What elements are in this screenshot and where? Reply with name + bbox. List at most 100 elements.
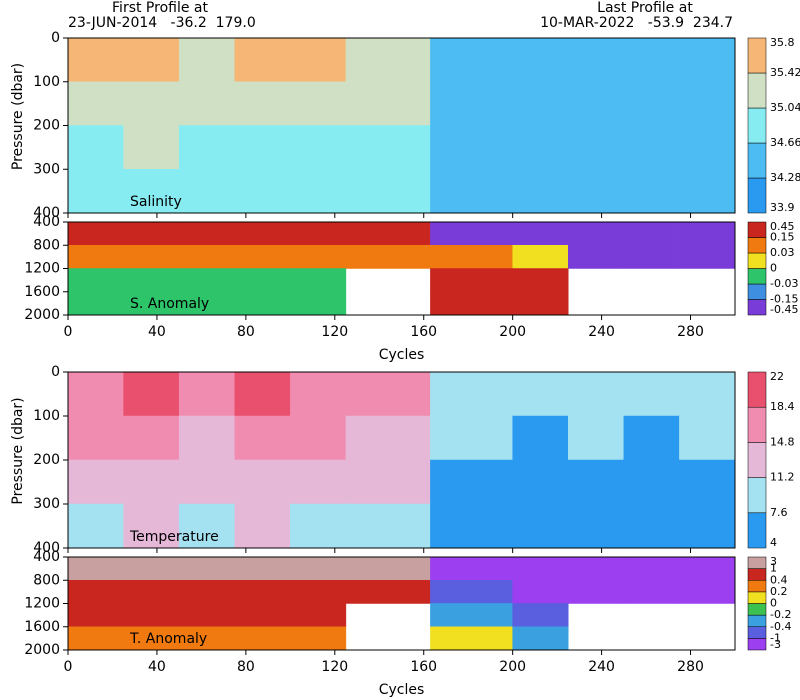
y-tick-label: 200 — [33, 118, 60, 134]
colorbar-label: -0.4 — [770, 620, 791, 633]
cell — [234, 580, 291, 604]
cell — [234, 415, 291, 461]
cell — [623, 245, 680, 269]
colorbar-label: 0.4 — [770, 573, 788, 586]
colorbar-label: -3 — [770, 638, 781, 651]
cell — [234, 503, 291, 549]
cell — [512, 556, 569, 581]
cell — [430, 169, 513, 214]
colorbar-band — [747, 580, 767, 593]
panel-label: Temperature — [129, 529, 219, 545]
cell — [290, 221, 347, 246]
cell — [290, 580, 347, 604]
cell — [290, 81, 347, 126]
cell — [67, 37, 124, 82]
cell — [67, 503, 124, 549]
cell — [123, 169, 180, 214]
y-tick-label: 300 — [33, 161, 60, 177]
cell — [512, 37, 569, 82]
cell — [679, 371, 736, 417]
colorbar-band — [747, 442, 767, 478]
cell — [123, 415, 180, 461]
cell — [512, 125, 569, 170]
last-value: 10-MAR-2022 -53.9 234.7 — [540, 15, 733, 31]
colorbar-label: 22 — [770, 370, 784, 383]
colorbar-band — [747, 614, 767, 627]
cell — [345, 81, 431, 126]
cell — [430, 626, 513, 651]
cell — [568, 415, 625, 461]
cell — [290, 291, 347, 316]
cell — [623, 37, 680, 82]
cell — [67, 245, 124, 269]
cell — [623, 580, 680, 604]
y-tick-label: 1600 — [24, 284, 60, 300]
cell — [345, 221, 431, 246]
cell — [512, 81, 569, 126]
x-tick-label: 280 — [677, 659, 704, 675]
cell — [345, 459, 431, 505]
cell — [67, 169, 124, 214]
cell — [234, 371, 291, 417]
cell — [679, 415, 736, 461]
cell — [345, 556, 431, 581]
x-tick-label: 280 — [677, 324, 704, 340]
cell — [234, 245, 291, 269]
cell — [178, 37, 236, 82]
colorbar-band — [747, 72, 767, 109]
cell — [568, 503, 625, 549]
colorbar-band — [747, 568, 767, 581]
cell — [623, 556, 680, 581]
colorbar-band — [747, 268, 767, 285]
cell — [123, 125, 180, 170]
cell — [679, 37, 736, 82]
colorbar-label: 4 — [770, 536, 777, 549]
cell — [568, 125, 625, 170]
x-tick-label: 240 — [588, 324, 615, 340]
y-tick-label: 2000 — [24, 642, 60, 658]
cell — [290, 459, 347, 505]
cell — [430, 371, 513, 417]
colorbar-band — [747, 626, 767, 639]
cell — [123, 245, 180, 269]
y-tick-label: 200 — [33, 452, 60, 468]
y-tick-label: 2000 — [24, 307, 60, 323]
cell — [234, 291, 291, 316]
x-tick-label: 40 — [148, 659, 166, 675]
cell — [345, 371, 431, 417]
colorbar-band — [747, 177, 767, 214]
cell — [345, 169, 431, 214]
colorbar-label: 35.42 — [770, 66, 800, 79]
colorbar-label: 14.8 — [770, 435, 795, 448]
colorbar-label: 3 — [770, 555, 777, 568]
cell — [234, 169, 291, 214]
y-tick-label: 1600 — [24, 619, 60, 635]
panel-label: T. Anomaly — [129, 631, 207, 647]
first-label: First Profile at — [112, 0, 208, 16]
cell — [430, 415, 513, 461]
colorbar-label: 0.03 — [770, 246, 795, 259]
cell — [568, 459, 625, 505]
x-tick-label: 240 — [588, 659, 615, 675]
colorbar-label: 11.2 — [770, 471, 795, 484]
cell — [234, 603, 291, 627]
colorbar-label: 0 — [770, 597, 777, 610]
cell — [623, 371, 680, 417]
y-tick-label: 1200 — [24, 261, 60, 277]
y-tick-label: 400 — [33, 540, 60, 556]
panel-label: S. Anomaly — [130, 296, 209, 312]
colorbar-band — [747, 142, 767, 179]
cell — [178, 125, 236, 170]
cell — [67, 221, 124, 246]
cell — [430, 245, 513, 269]
cell — [430, 125, 513, 170]
colorbar-band — [747, 107, 767, 144]
first-value: 23-JUN-2014 -36.2 179.0 — [68, 15, 256, 31]
cell — [679, 169, 736, 214]
colorbar-label: 35.04 — [770, 101, 800, 114]
cell — [430, 37, 513, 82]
colorbar-band — [747, 237, 767, 254]
cell — [178, 268, 236, 292]
cell — [512, 221, 569, 246]
